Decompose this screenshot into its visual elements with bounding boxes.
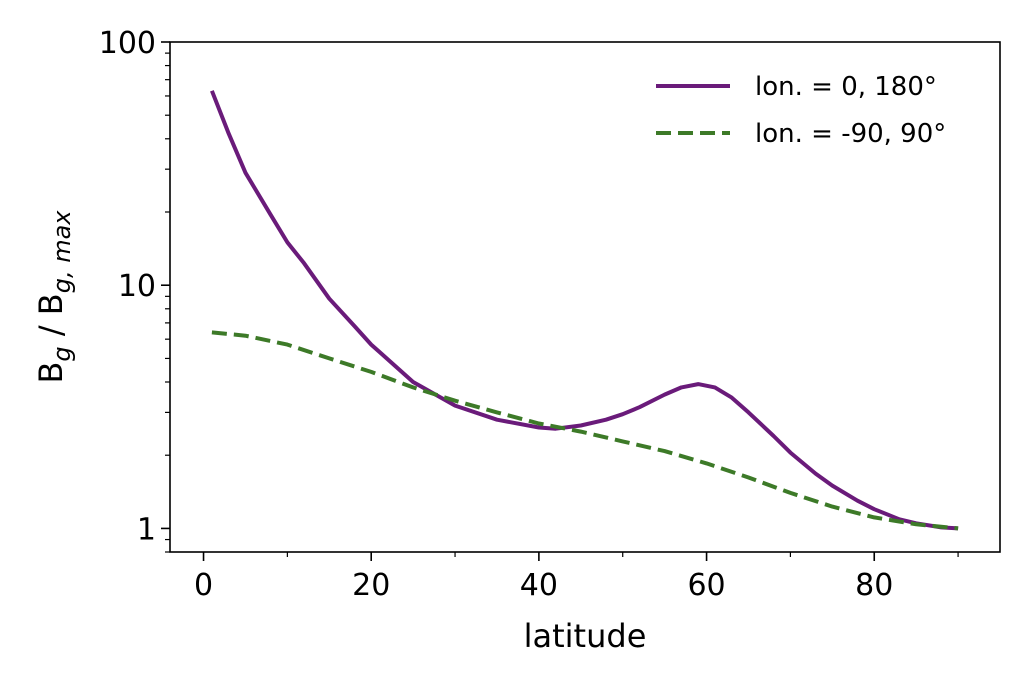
legend: lon. = 0, 180° lon. = -90, 90° [656, 72, 946, 149]
plot-area [169, 41, 1001, 553]
legend-label-series-1: lon. = 0, 180° [755, 72, 937, 102]
y-axis-label-sub1: g [48, 346, 76, 361]
series-line-1 [210, 90, 959, 531]
x-axis-label: latitude [524, 617, 647, 655]
series-layer [210, 90, 959, 531]
x-tick-label: 60 [687, 568, 725, 603]
y-tick-label: 1 [137, 512, 156, 547]
y-axis-ticks: 1 10 100 [99, 26, 170, 547]
series-line-2 [211, 330, 959, 531]
minor-ticks [165, 52, 959, 557]
y-axis-label-sep: / B [32, 293, 70, 346]
y-axis-label: Bg / Bg, max [32, 210, 76, 384]
y-axis-label-base: B [32, 362, 70, 384]
x-tick-label: 0 [194, 568, 213, 603]
y-tick-label: 100 [99, 26, 156, 61]
x-tick-label: 40 [520, 568, 558, 603]
x-axis-ticks: 0 20 40 60 80 [194, 552, 893, 603]
y-axis-label-sub2: g, max [48, 210, 76, 294]
legend-label-series-2: lon. = -90, 90° [755, 119, 946, 149]
x-tick-label: 20 [352, 568, 390, 603]
y-tick-label: 10 [118, 269, 156, 304]
x-tick-label: 80 [855, 568, 893, 603]
